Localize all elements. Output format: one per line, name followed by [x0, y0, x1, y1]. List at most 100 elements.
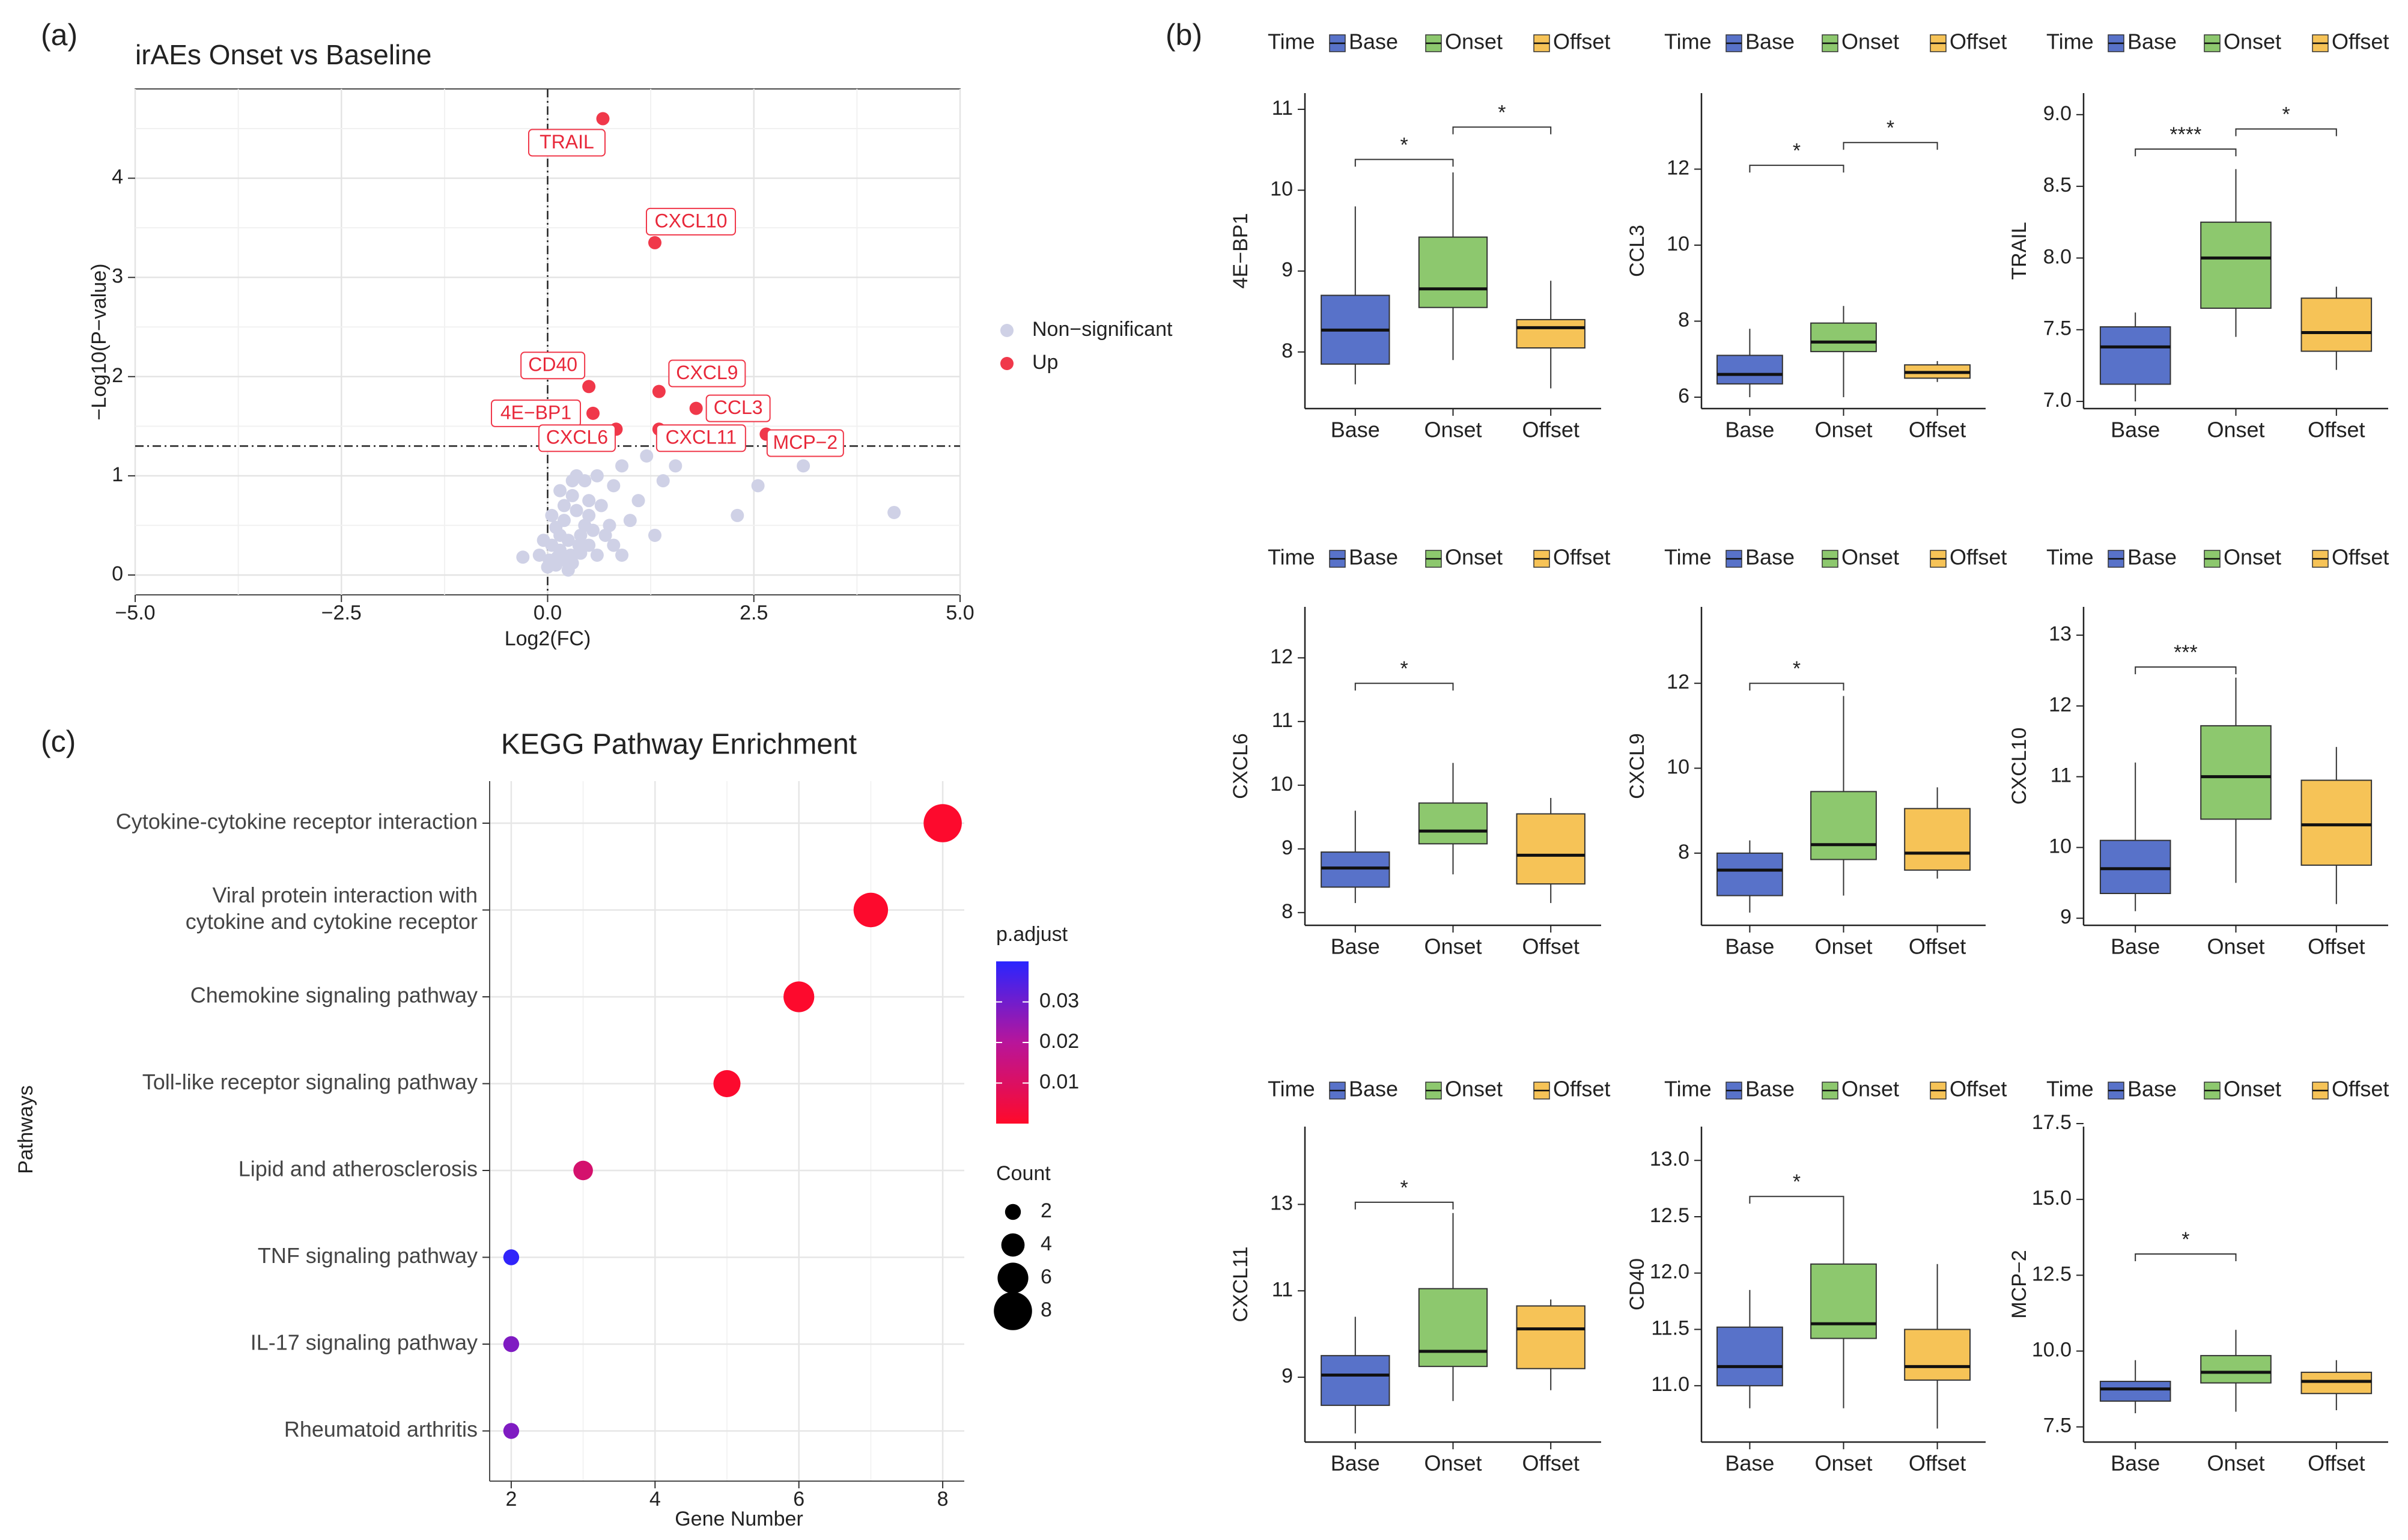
boxplot-legend: Time Base Onset Offset [2046, 545, 2389, 570]
point-non-significant [586, 523, 600, 537]
pathway-label: Chemokine signaling pathway [190, 983, 478, 1008]
x-tick-label: Offset [2308, 1451, 2365, 1476]
legend-label: Up [1032, 351, 1058, 374]
point-non-significant [731, 508, 744, 522]
box-Offset [1516, 318, 1586, 349]
boxplot-CXCL6: 8 9 10 11 12 Base Onset Offset CXCL6 * Time Base Ons… [1229, 545, 1610, 959]
point-non-significant [532, 548, 546, 562]
point-non-significant [537, 534, 550, 547]
y-axis-label: −Log10(P−value) [88, 264, 111, 421]
legend-title: Time [2046, 29, 2094, 54]
boxplot-legend: Time Base Onset Offset [1268, 1077, 1610, 1101]
point-non-significant [572, 538, 586, 552]
point-non-significant [582, 508, 596, 522]
gene-label-box [491, 399, 582, 427]
point-non-significant [516, 550, 530, 564]
size-legend-label: 2 [1041, 1199, 1052, 1222]
legend-label: Onset [1841, 29, 1899, 54]
pathway-label: IL-17 signaling pathway [251, 1330, 478, 1355]
y-tick-label: 10.0 [2032, 1339, 2072, 1362]
y-tick-label: 10 [1270, 773, 1293, 796]
y-axis-label: CCL3 [1626, 225, 1649, 277]
significance-bracket [2135, 148, 2237, 157]
box-Offset [1516, 1305, 1586, 1369]
x-tick-label: Base [1725, 1451, 1774, 1476]
y-tick-label: 15.0 [2032, 1187, 2072, 1210]
point-non-significant [557, 499, 571, 513]
legend-label: Onset [1445, 29, 1503, 54]
legend-label: Onset [2224, 1077, 2281, 1101]
y-axis-label: 4E−BP1 [1229, 213, 1252, 289]
gene-label: CXCL9 [676, 362, 738, 383]
boxplot-CXCL11: 9 11 13 Base Onset Offset CXCL11 * Time Base Onset… [1229, 1077, 1610, 1476]
legend-label: Offset [1950, 1077, 2007, 1101]
pathway-dot [713, 1070, 741, 1097]
boxplot-legend: Time Base Onset Offset [1664, 29, 2007, 54]
gene-label-box [538, 424, 616, 452]
significance-bracket [1749, 165, 1844, 173]
x-tick-label: Onset [2207, 1451, 2264, 1476]
x-tick-label: Onset [1814, 934, 1872, 959]
x-tick-label: Base [2111, 934, 2160, 959]
x-tick-label: Offset [1909, 1451, 1966, 1476]
gene-label: CD40 [528, 354, 577, 376]
point-non-significant [797, 459, 810, 473]
significance-label: * [1400, 1176, 1408, 1199]
y-tick-label: 12 [1667, 156, 1689, 179]
size-legend-label: 4 [1041, 1232, 1052, 1255]
gene-label-box [528, 129, 606, 157]
boxplot-CCL3: 6 8 10 12 Base Onset Offset CCL3 * * Time Base Onset… [1626, 29, 2007, 442]
legend-title: Time [1664, 1077, 1712, 1101]
legend-dot [1000, 357, 1014, 370]
significance-bracket [1354, 159, 1454, 167]
x-tick-label: Offset [1909, 934, 1966, 959]
y-tick-label: 8.5 [2043, 174, 2072, 196]
boxplot-CD40: 11.0 11.5 12.0 12.5 13.0 Base Onset Offset CD40 *… [1626, 1077, 2007, 1476]
legend-title: Time [1268, 1077, 1315, 1101]
legend-label: Onset [1445, 1077, 1503, 1101]
y-tick-label: 3 [112, 265, 123, 288]
x-tick-label: 5.0 [946, 601, 974, 624]
x-tick-label: Base [2111, 1451, 2160, 1476]
boxplot-legend: Time Base Onset Offset [1664, 1077, 2007, 1101]
y-tick-label: 11 [2051, 764, 2072, 787]
box-Offset [2300, 297, 2373, 352]
y-tick-label: 13 [1270, 1192, 1293, 1214]
legend-label: Non−significant [1032, 318, 1173, 341]
point-up [586, 406, 600, 420]
y-tick-label: 12.0 [1650, 1261, 1689, 1283]
pathway-label: cytokine and cytokine receptor [186, 909, 478, 934]
significance-bracket [1843, 142, 1938, 150]
y-tick-label: 17.5 [2032, 1111, 2072, 1134]
box-Base [2099, 839, 2171, 894]
x-tick-label: Onset [2207, 934, 2264, 959]
x-tick-label: Offset [1909, 418, 1966, 442]
y-tick-label: 11.5 [1651, 1316, 1689, 1339]
y-tick-label: 2 [112, 364, 123, 387]
gene-label: CXCL10 [655, 210, 728, 231]
point-non-significant [615, 459, 629, 473]
x-tick-label: 2.5 [740, 601, 768, 624]
x-axis-label: Gene Number [675, 1508, 803, 1530]
color-bar-tick-label: 0.02 [1039, 1030, 1079, 1053]
pathway-dot [853, 892, 889, 928]
y-tick-label: 12.5 [1650, 1204, 1689, 1227]
x-tick-label: −5.0 [115, 601, 155, 624]
box-Base [1716, 355, 1783, 385]
boxplot-grid: 8 9 10 11 Base Onset Offset 4E−BP1 * * Time Base Ons… [1229, 29, 2389, 1476]
color-legend-title: p.adjust [996, 923, 1068, 946]
point-up [652, 385, 666, 398]
x-tick-label: Onset [1814, 418, 1872, 442]
y-tick-label: 10 [2049, 835, 2072, 857]
x-tick-label: 8 [937, 1488, 949, 1511]
y-tick-label: 10 [1270, 178, 1293, 201]
size-legend-label: 8 [1041, 1298, 1052, 1321]
gene-label-box [705, 394, 771, 422]
legend-dot [1000, 324, 1014, 337]
boxplot-legend: Time Base Onset Offset [1268, 29, 1610, 54]
legend-label: Offset [2332, 545, 2389, 570]
significance-label: * [1793, 1170, 1801, 1193]
panel-label-b: (b) [1166, 18, 1202, 52]
significance-bracket [1749, 1196, 1844, 1204]
